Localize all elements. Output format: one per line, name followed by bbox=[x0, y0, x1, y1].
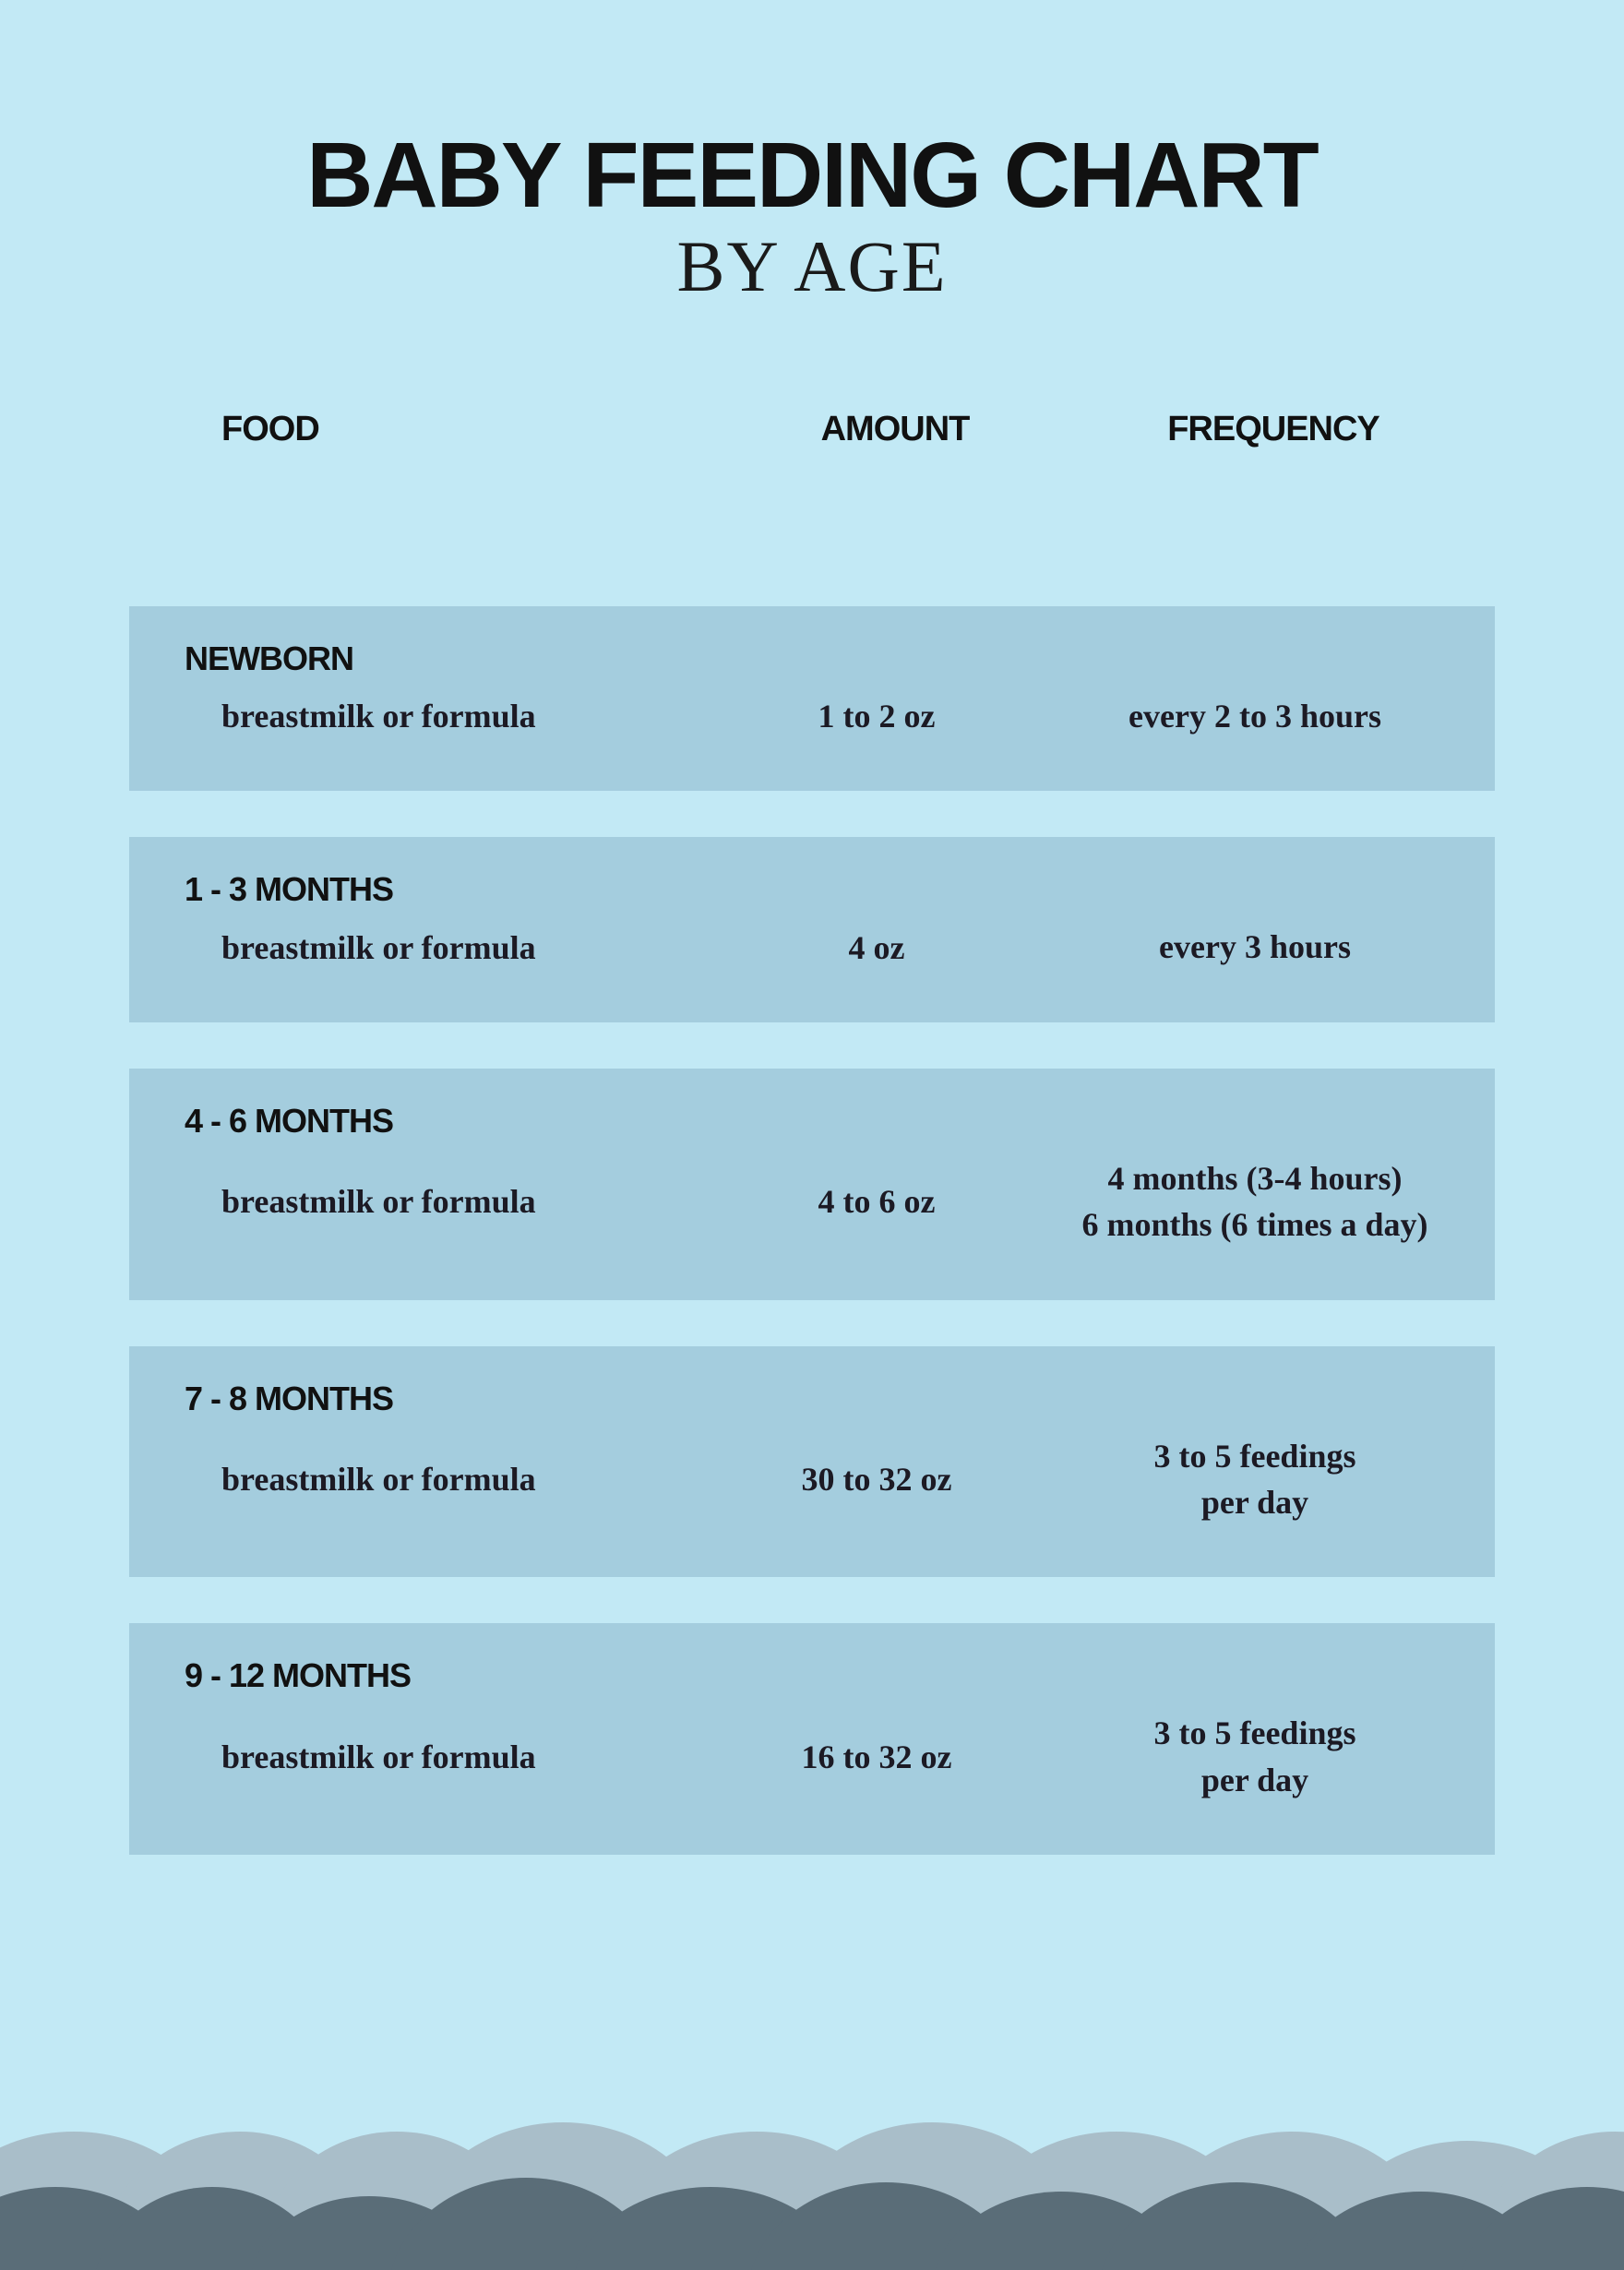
cell-food: breastmilk or formula bbox=[221, 928, 701, 967]
cell-frequency: every 2 to 3 hours bbox=[1052, 693, 1458, 739]
header-amount: AMOUNT bbox=[701, 410, 1089, 449]
chart-title-sub: BY AGE bbox=[129, 225, 1495, 308]
feeding-row: breastmilk or formula16 to 32 oz3 to 5 f… bbox=[185, 1710, 1458, 1803]
age-label: 4 - 6 MONTHS bbox=[185, 1102, 1458, 1141]
cell-food: breastmilk or formula bbox=[221, 1182, 701, 1221]
feeding-row: breastmilk or formula30 to 32 oz3 to 5 f… bbox=[185, 1433, 1458, 1526]
page-container: BABY FEEDING CHART BY AGE FOOD AMOUNT FR… bbox=[0, 0, 1624, 1855]
feeding-card: 7 - 8 MONTHS breastmilk or formula30 to 3… bbox=[129, 1346, 1495, 1578]
cell-frequency: every 3 hours bbox=[1052, 924, 1458, 970]
cell-frequency: 3 to 5 feedings per day bbox=[1052, 1710, 1458, 1803]
column-headers: FOOD AMOUNT FREQUENCY bbox=[129, 410, 1495, 449]
header-frequency: FREQUENCY bbox=[1089, 410, 1458, 449]
age-label: 1 - 3 MONTHS bbox=[185, 870, 1458, 909]
cell-amount: 30 to 32 oz bbox=[701, 1460, 1052, 1499]
feeding-row: breastmilk or formula1 to 2 ozevery 2 to… bbox=[185, 693, 1458, 739]
feeding-card: 1 - 3 MONTHS breastmilk or formula4 ozeve… bbox=[129, 837, 1495, 1022]
feeding-row: breastmilk or formula4 to 6 oz4 months (… bbox=[185, 1155, 1458, 1248]
feeding-card: 9 - 12 MONTHS breastmilk or formula16 to … bbox=[129, 1623, 1495, 1855]
age-label: 7 - 8 MONTHS bbox=[185, 1380, 1458, 1418]
age-label: 9 - 12 MONTHS bbox=[185, 1656, 1458, 1695]
chart-title-block: BABY FEEDING CHART BY AGE bbox=[129, 129, 1495, 308]
cell-frequency: 3 to 5 feedings per day bbox=[1052, 1433, 1458, 1526]
feeding-card: NEWBORN breastmilk or formula1 to 2 ozeve… bbox=[129, 606, 1495, 791]
clouds-decoration bbox=[0, 1975, 1624, 2270]
age-label: NEWBORN bbox=[185, 639, 1458, 678]
feeding-row: breastmilk or formula4 ozevery 3 hours bbox=[185, 924, 1458, 970]
feeding-card: 4 - 6 MONTHS breastmilk or formula4 to 6 … bbox=[129, 1069, 1495, 1300]
cell-amount: 4 to 6 oz bbox=[701, 1182, 1052, 1221]
cell-amount: 1 to 2 oz bbox=[701, 697, 1052, 735]
cell-food: breastmilk or formula bbox=[221, 1738, 701, 1776]
header-food: FOOD bbox=[221, 410, 701, 449]
cell-food: breastmilk or formula bbox=[221, 1460, 701, 1499]
cell-amount: 4 oz bbox=[701, 928, 1052, 967]
cards-list: NEWBORNbreastmilk or formula1 to 2 ozeve… bbox=[129, 606, 1495, 1855]
cell-food: breastmilk or formula bbox=[221, 697, 701, 735]
cell-amount: 16 to 32 oz bbox=[701, 1738, 1052, 1776]
cell-frequency: 4 months (3-4 hours) 6 months (6 times a… bbox=[1052, 1155, 1458, 1248]
chart-title-main: BABY FEEDING CHART bbox=[129, 129, 1495, 221]
